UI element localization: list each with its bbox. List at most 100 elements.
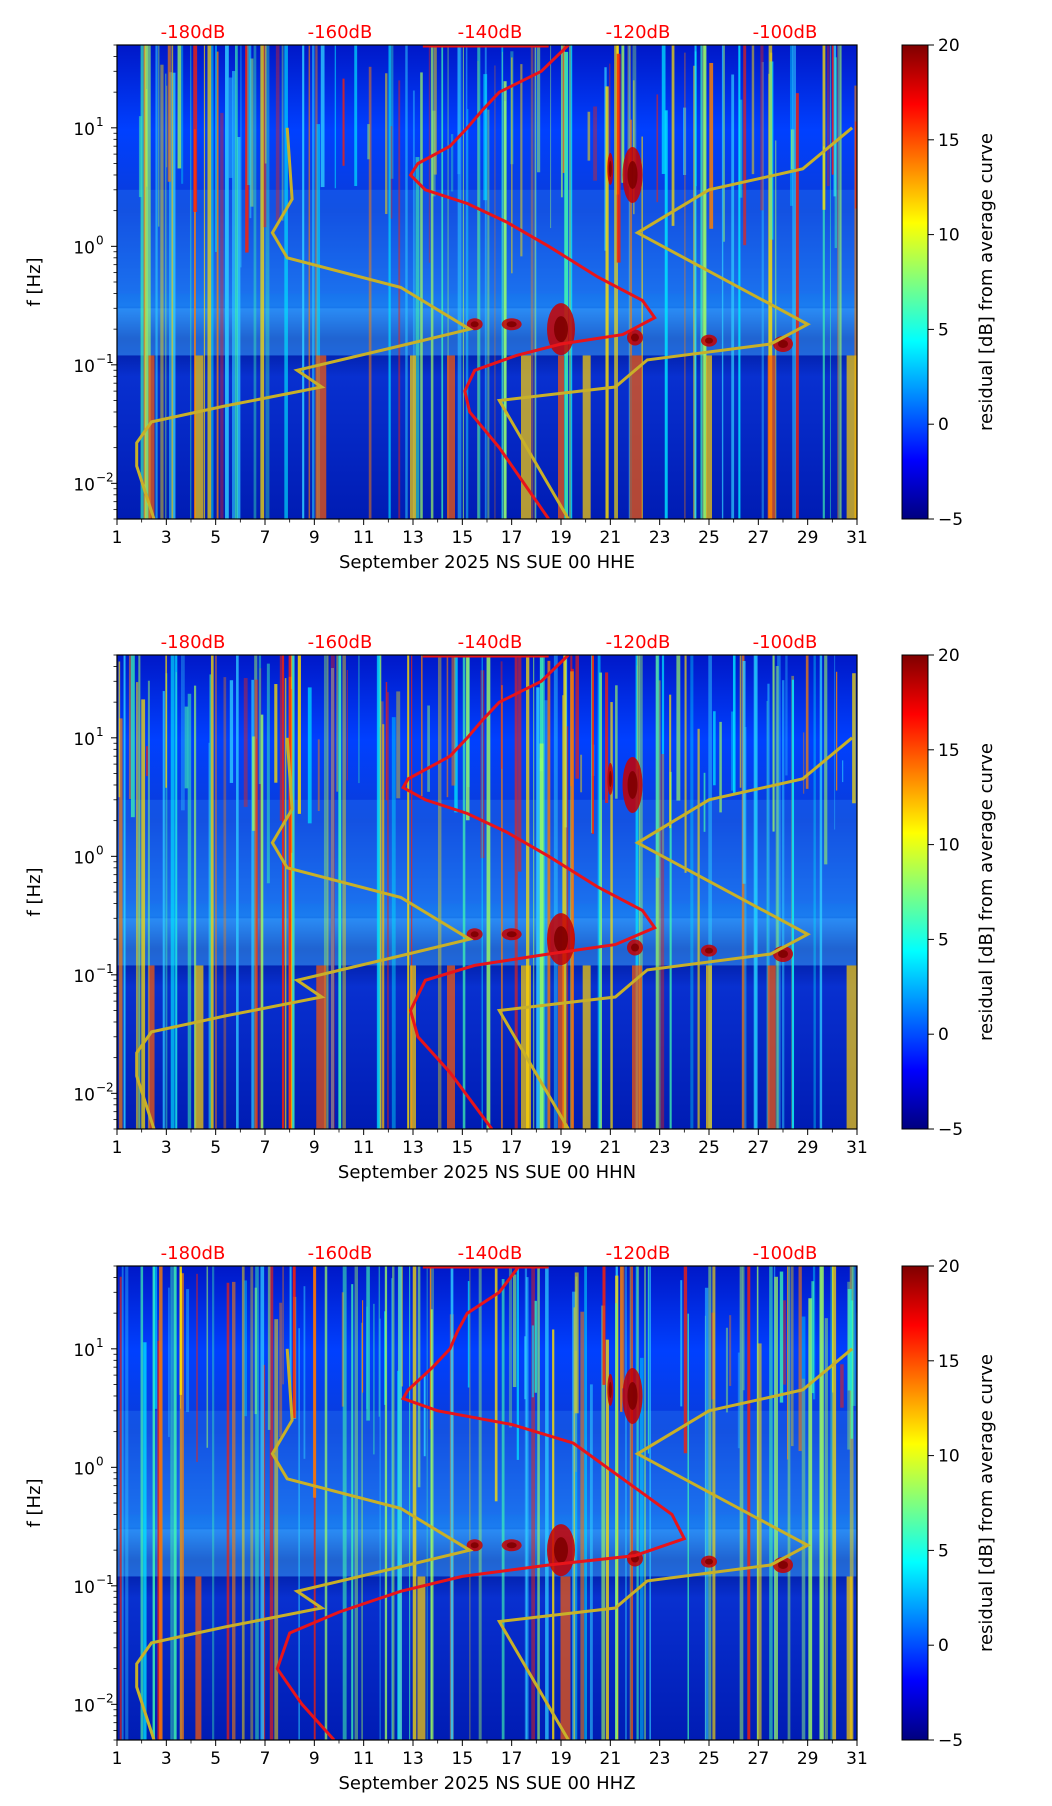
y-tick-exponent: 0 — [96, 1454, 104, 1468]
y-axis-label: f [Hz] — [24, 867, 45, 916]
y-tick-exponent: −2 — [96, 1080, 114, 1094]
colorbar-tick-label: 5 — [938, 930, 949, 950]
x-tick-label: 31 — [846, 1749, 868, 1769]
x-tick-label: 25 — [698, 528, 720, 548]
y-tick-label: 10 — [73, 1578, 95, 1598]
x-tick-label: 5 — [210, 1749, 221, 1769]
x-tick-label: 1 — [112, 1749, 123, 1769]
y-tick-exponent: −1 — [96, 352, 114, 366]
noise-model-curve-left — [135, 127, 474, 519]
x-tick-label: 7 — [260, 1749, 271, 1769]
db-tick-label: -140dB — [458, 1243, 523, 1264]
noise-model-curve-right — [496, 126, 854, 519]
mean-psd-curve — [275, 1266, 687, 1740]
x-tick-label: 21 — [600, 1138, 622, 1158]
noise-model-curve-right — [496, 736, 854, 1129]
x-tick-label: 29 — [797, 1138, 819, 1158]
y-tick-exponent: 1 — [96, 115, 104, 129]
x-tick-label: 11 — [353, 528, 375, 548]
db-tick-label: -100dB — [753, 632, 818, 653]
db-tick-label: -120dB — [606, 22, 671, 43]
x-tick-label: 1 — [112, 528, 123, 548]
db-tick-label: -180dB — [161, 1243, 226, 1264]
x-tick-label: 29 — [797, 528, 819, 548]
y-tick-label: 10 — [73, 1696, 95, 1716]
x-tick-label: 17 — [501, 1749, 523, 1769]
y-tick-label: 10 — [73, 238, 95, 258]
y-tick-exponent: 0 — [96, 233, 104, 247]
mean-psd-curve — [408, 45, 657, 519]
db-tick-label: -160dB — [308, 1243, 373, 1264]
x-axis-label: September 2025 NS SUE 00 HHZ — [338, 1773, 635, 1794]
colorbar: 20 15 10 5 0 −5 residual [dB] from average cur… — [901, 36, 997, 530]
colorbar-tick-label: 5 — [938, 320, 949, 340]
x-tick-label: 23 — [649, 1138, 671, 1158]
mean-psd-curve — [401, 655, 657, 1129]
db-tick-label: -120dB — [606, 1243, 671, 1264]
x-tick-label: 23 — [649, 1749, 671, 1769]
colorbar-tick-label: 20 — [938, 36, 960, 56]
x-tick-label: 25 — [698, 1138, 720, 1158]
db-tick-label: -100dB — [753, 22, 818, 43]
db-tick-label: -100dB — [753, 1243, 818, 1264]
colorbar: 20 15 10 5 0 −5 residual [dB] from average cur… — [901, 646, 997, 1140]
noise-model-curve-left — [135, 1348, 474, 1740]
y-tick-label: 10 — [73, 120, 95, 140]
y-tick-exponent: −2 — [96, 1691, 114, 1705]
db-tick-label: -160dB — [308, 22, 373, 43]
colorbar-label: residual [dB] from average curve — [976, 133, 997, 431]
y-tick-label: 10 — [73, 475, 95, 495]
x-tick-label: 7 — [260, 528, 271, 548]
heatmap — [117, 45, 857, 519]
colorbar-label: residual [dB] from average curve — [976, 743, 997, 1041]
x-tick-label: 7 — [260, 1138, 271, 1158]
colorbar-tick-label: 0 — [938, 415, 949, 435]
x-tick-label: 21 — [600, 1749, 622, 1769]
y-tick-label: 10 — [73, 967, 95, 987]
x-tick-label: 13 — [402, 1138, 424, 1158]
noise-model-curve-right — [496, 1347, 854, 1740]
db-tick-label: -180dB — [161, 632, 226, 653]
x-axis-label: September 2025 NS SUE 00 HHN — [338, 1162, 636, 1183]
x-tick-label: 19 — [550, 1749, 572, 1769]
noise-model-curve-left — [135, 737, 474, 1129]
colorbar-tick-label: 15 — [938, 131, 960, 151]
x-tick-label: 25 — [698, 1749, 720, 1769]
x-tick-label: 27 — [748, 528, 770, 548]
y-tick-label: 10 — [73, 848, 95, 868]
colorbar-tick-label: 15 — [938, 741, 960, 761]
x-tick-label: 1 — [112, 1138, 123, 1158]
colorbar-tick-label: 20 — [938, 646, 960, 666]
x-tick-label: 17 — [501, 528, 523, 548]
x-tick-label: 17 — [501, 1138, 523, 1158]
x-tick-label: 31 — [846, 1138, 868, 1158]
x-tick-label: 23 — [649, 528, 671, 548]
y-tick-exponent: −1 — [96, 1573, 114, 1587]
db-tick-label: -140dB — [458, 22, 523, 43]
x-tick-label: 27 — [748, 1749, 770, 1769]
y-tick-exponent: −1 — [96, 962, 114, 976]
heatmap — [117, 655, 857, 1129]
y-axis-label: f [Hz] — [24, 1478, 45, 1527]
colorbar-tick-label: −5 — [938, 1731, 963, 1751]
x-tick-label: 15 — [452, 1138, 474, 1158]
x-tick-label: 9 — [309, 528, 320, 548]
x-tick-label: 19 — [550, 1138, 572, 1158]
colorbar-tick-label: 5 — [938, 1541, 949, 1561]
x-tick-label: 3 — [161, 528, 172, 548]
db-tick-label: -180dB — [161, 22, 226, 43]
x-tick-label: 19 — [550, 528, 572, 548]
x-tick-label: 5 — [210, 528, 221, 548]
colorbar-label: residual [dB] from average curve — [976, 1354, 997, 1652]
x-tick-label: 11 — [353, 1138, 375, 1158]
y-tick-label: 10 — [73, 1459, 95, 1479]
colorbar-tick-label: 10 — [938, 1447, 960, 1467]
x-tick-label: 9 — [309, 1749, 320, 1769]
colorbar: 20 15 10 5 0 −5 residual [dB] from average cur… — [901, 1257, 997, 1751]
x-tick-label: 9 — [309, 1138, 320, 1158]
y-tick-label: 10 — [73, 1341, 95, 1361]
x-tick-label: 29 — [797, 1749, 819, 1769]
colorbar-tick-label: 10 — [938, 226, 960, 246]
